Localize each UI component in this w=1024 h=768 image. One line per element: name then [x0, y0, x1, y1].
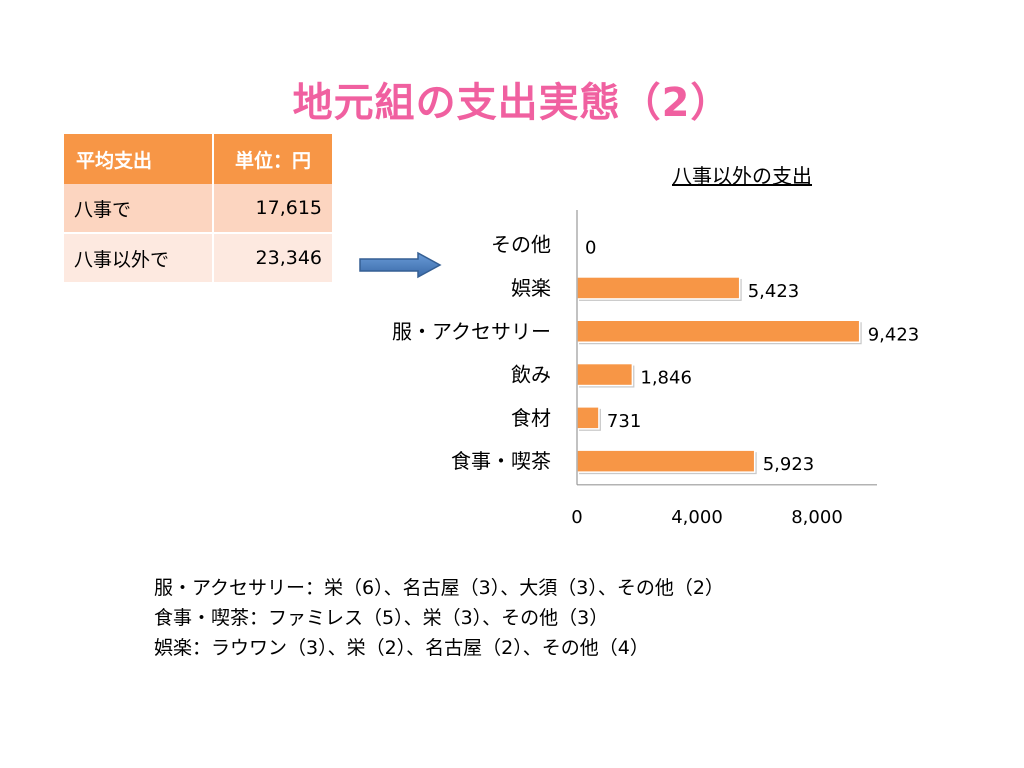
category-label: その他	[491, 233, 551, 257]
header-unit: 単位：円	[213, 134, 334, 184]
data-label: 9,423	[868, 324, 920, 345]
category-label: 娯楽	[511, 276, 551, 300]
data-label: 1,846	[640, 368, 692, 389]
row-value: 23,346	[213, 233, 334, 284]
data-label: 5,923	[763, 454, 815, 475]
x-tick-label: 8,000	[791, 507, 843, 528]
category-label: 食事・喫茶	[451, 449, 551, 473]
category-label: 服・アクセサリー	[392, 319, 551, 343]
expense-summary-table: 平均支出 単位：円 八事で 17,615 八事以外で 23,346	[64, 134, 334, 284]
table-row: 八事以外で 23,346	[64, 233, 334, 284]
right-arrow-icon	[359, 251, 442, 279]
table-row: 八事で 17,615	[64, 184, 334, 234]
table-header-row: 平均支出 単位：円	[64, 134, 334, 184]
header-average-expense: 平均支出	[64, 134, 214, 184]
row-label: 八事で	[64, 184, 214, 234]
row-label: 八事以外で	[64, 233, 214, 284]
category-label: 食材	[511, 406, 551, 430]
notes: 服・アクセサリー：栄（6）、名古屋（3）、大須（3）、その他（2） 食事・喫茶：…	[154, 573, 724, 663]
bar	[576, 319, 861, 343]
bar	[576, 276, 741, 300]
bar	[576, 406, 600, 430]
note-line: 服・アクセサリー：栄（6）、名古屋（3）、大須（3）、その他（2）	[154, 577, 724, 599]
row-value: 17,615	[213, 184, 334, 234]
x-tick-label: 0	[571, 507, 582, 528]
bar	[576, 362, 634, 387]
category-label: 飲み	[511, 363, 551, 387]
note-line: 食事・喫茶：ファミレス（5）、栄（3）、その他（3）	[154, 607, 609, 629]
data-label: 5,423	[748, 281, 800, 302]
data-label: 0	[585, 238, 596, 259]
note-line: 娯楽：ラウワン（3）、栄（2）、名古屋（2）、その他（4）	[154, 637, 649, 659]
x-tick-label: 4,000	[671, 507, 723, 528]
data-label: 731	[607, 411, 641, 432]
bar	[576, 449, 756, 473]
slide-title: 地元組の支出実態（2）	[292, 80, 732, 126]
chart-title: 八事以外の支出	[672, 164, 812, 188]
